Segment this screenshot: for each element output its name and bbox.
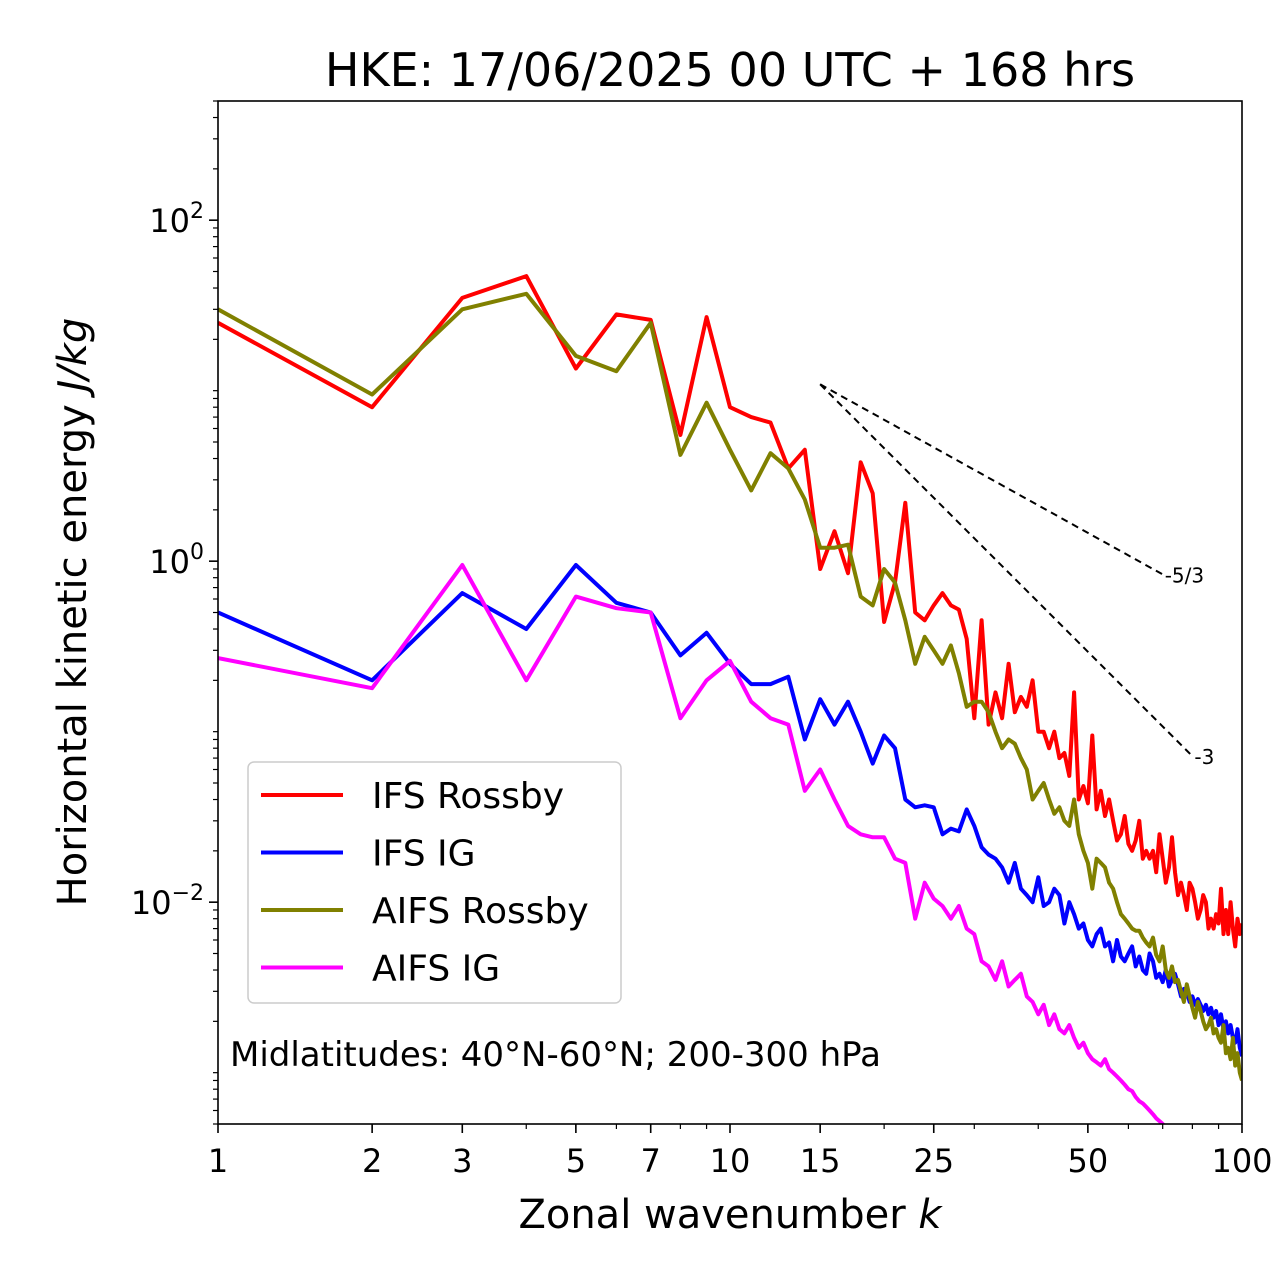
legend: IFS Rossby IFS IG AIFS Rossby AIFS IG bbox=[247, 761, 622, 1004]
x-axis-label: Zonal wavenumber k bbox=[518, 1192, 943, 1238]
x-axis: 1 2 3 5 7 10 15 25 50 100 bbox=[208, 1124, 1273, 1180]
legend-label: IFS Rossby bbox=[372, 776, 564, 817]
x-tick-label: 3 bbox=[452, 1142, 472, 1180]
series-line-ifs-rossby bbox=[218, 274, 1242, 949]
x-tick-label: 25 bbox=[913, 1142, 954, 1180]
y-axis: 102 100 10−2 bbox=[131, 100, 218, 1125]
x-tick-label: 1 bbox=[208, 1142, 228, 1180]
x-tick-label: 50 bbox=[1068, 1142, 1109, 1180]
x-tick-label: 100 bbox=[1211, 1142, 1272, 1180]
reference-slope-label: -3 bbox=[1194, 745, 1214, 769]
y-tick-label: 10−2 bbox=[131, 881, 204, 922]
x-tick-label: 15 bbox=[800, 1142, 841, 1180]
x-tick-label: 5 bbox=[566, 1142, 586, 1180]
y-axis-label: Horizontal kinetic energy J/kg bbox=[50, 318, 96, 907]
reference-slopes: -5/3 -3 bbox=[819, 383, 1214, 769]
legend-label: AIFS Rossby bbox=[372, 891, 589, 932]
chart-title: HKE: 17/06/2025 00 UTC + 168 hrs bbox=[325, 43, 1135, 97]
series-line-aifs-rossby bbox=[218, 291, 1242, 1082]
reference-slope-label: -5/3 bbox=[1165, 563, 1204, 587]
reference-slope-line bbox=[819, 383, 1194, 757]
legend-box bbox=[247, 761, 622, 1004]
legend-label: IFS IG bbox=[372, 834, 476, 875]
x-tick-label: 2 bbox=[362, 1142, 382, 1180]
x-tick-label: 7 bbox=[641, 1142, 661, 1180]
region-annotation: Midlatitudes: 40°N-60°N; 200-300 hPa bbox=[230, 1035, 881, 1075]
x-tick-label: 10 bbox=[710, 1142, 751, 1180]
series-line-aifs-ig bbox=[218, 563, 1166, 1124]
reference-slope-line bbox=[819, 383, 1164, 576]
series-line-ifs-ig bbox=[218, 563, 1242, 1057]
y-tick-label: 100 bbox=[149, 540, 204, 581]
legend-label: AIFS IG bbox=[372, 949, 500, 990]
y-tick-label: 102 bbox=[149, 199, 204, 240]
series-layer bbox=[218, 274, 1242, 1124]
